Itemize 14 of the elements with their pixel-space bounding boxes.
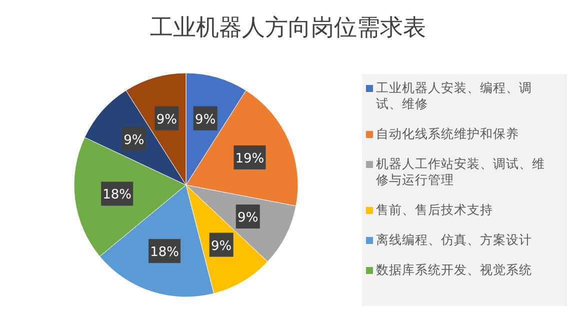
legend-label: 售前、售后技术支持 [376, 202, 493, 217]
legend-label: 工业机器人安装、编程、调试、维修 [376, 80, 532, 111]
data-label: 18% [102, 188, 132, 203]
data-label: 9% [211, 238, 232, 254]
legend-label: 自动化线系统维护和保养 [376, 126, 519, 141]
data-label: 19% [235, 151, 264, 166]
data-label: 9% [195, 112, 216, 128]
data-label: 9% [238, 210, 258, 226]
legend-label: 离线编程、仿真、方案设计 [376, 232, 532, 247]
data-label: 18% [150, 245, 179, 260]
legend-label: 数据库系统开发、视觉系统 [376, 262, 532, 277]
data-label: 9% [156, 112, 177, 128]
data-label: 9% [124, 133, 144, 148]
chart-title: 工业机器人方向岗位需求表 [149, 14, 427, 43]
